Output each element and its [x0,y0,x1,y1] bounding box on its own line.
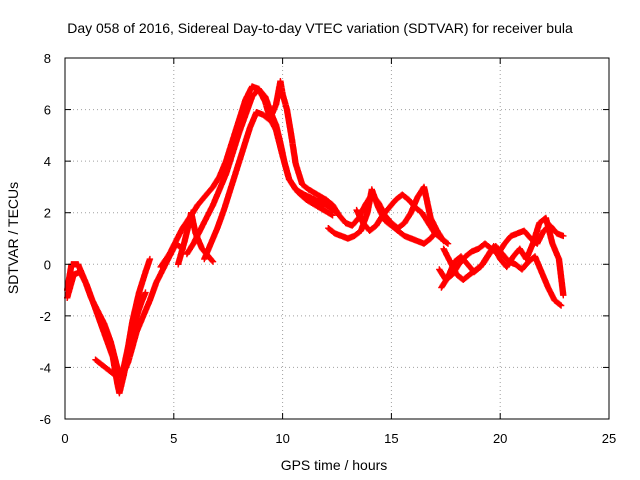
x-tick-label: 20 [493,431,507,446]
series-arc-13 [440,243,565,309]
y-tick-labels: -6 -4 -2 0 2 4 6 8 [39,51,51,427]
x-tick-label: 5 [170,431,177,446]
y-tick-label: 4 [44,154,51,169]
x-tick-labels: 0 5 10 15 20 25 [61,431,616,446]
data-markers [64,78,567,397]
x-axis-label: GPS time / hours [281,457,388,473]
series-arc-5 [183,85,341,258]
data-point-markers [201,78,330,263]
series-arc-9 [325,186,447,247]
data-point-markers [325,186,447,247]
y-tick-label: -6 [39,412,51,427]
plot-frame [64,57,610,420]
series-arc-7 [175,209,217,268]
data-point-markers [353,191,452,247]
y-tick-label: 6 [44,103,51,118]
y-tick-label: -2 [39,309,51,324]
y-tick-label: -4 [39,360,51,375]
x-tick-label: 0 [61,431,68,446]
y-tick-label: 8 [44,51,51,66]
chart-title: Day 058 of 2016, Sidereal Day-to-day VTE… [67,20,573,36]
y-axis-label: SDTVAR / TECUs [5,182,21,294]
x-tick-label: 10 [275,431,289,446]
data-point-markers [183,85,341,258]
series-arc-6 [201,78,330,263]
gridlines [65,58,609,419]
axes [64,57,610,420]
series-arc-10 [353,191,452,247]
y-tick-label: 2 [44,206,51,221]
data-point-markers [175,209,217,268]
x-tick-label: 25 [602,431,616,446]
x-tick-label: 15 [384,431,398,446]
y-tick-label: 0 [44,257,51,272]
data-point-markers [440,243,565,309]
